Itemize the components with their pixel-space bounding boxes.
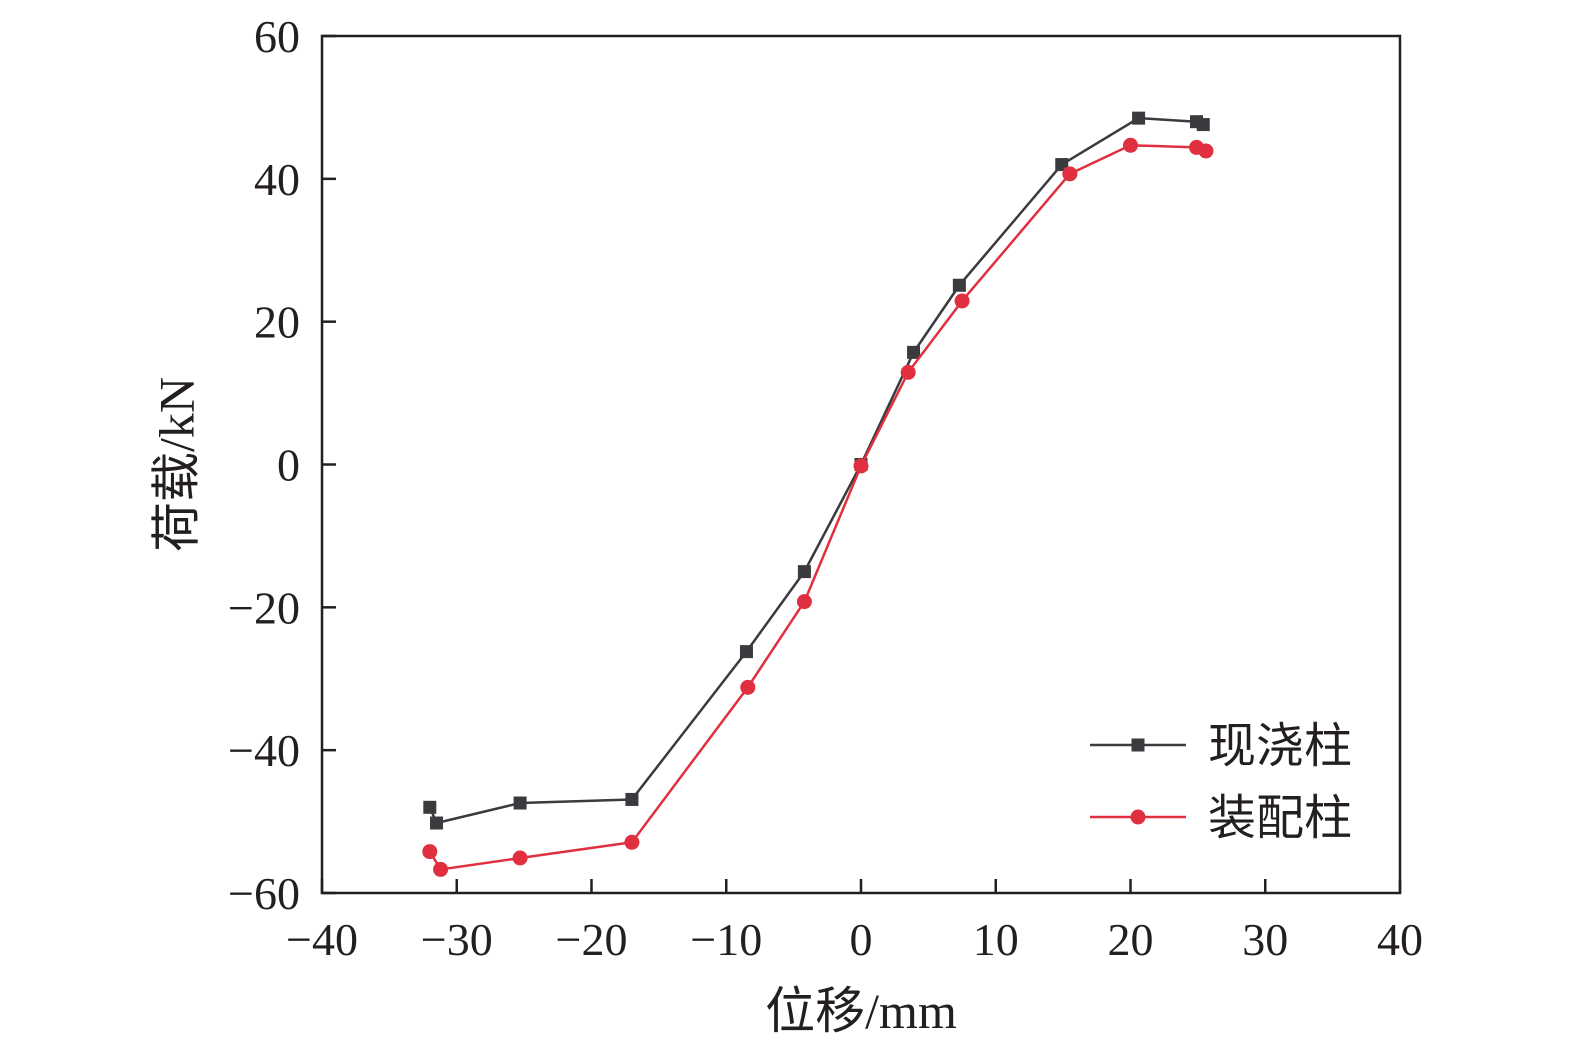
data-point-cast-in-place: [423, 800, 437, 814]
series-prefabricated: [422, 137, 1214, 877]
series-cast-in-place: [423, 111, 1210, 830]
x-tick-label: −40: [286, 914, 358, 965]
y-tick-label: 60: [254, 11, 300, 62]
legend-label: 现浇柱: [1208, 720, 1352, 773]
data-point-cast-in-place: [1055, 158, 1069, 172]
y-tick-label: −20: [228, 582, 300, 633]
series-line-prefabricated: [428, 144, 1207, 871]
data-point-cast-in-place: [430, 816, 444, 830]
x-tick-label: 40: [1377, 914, 1423, 965]
x-tick-label: 0: [850, 914, 873, 965]
data-point-cast-in-place: [907, 345, 921, 359]
x-tick-label: 10: [973, 914, 1019, 965]
series-layer: [422, 111, 1214, 877]
y-tick-label: 40: [254, 154, 300, 205]
data-point-prefabricated: [900, 364, 916, 380]
legend-label: 装配柱: [1208, 792, 1352, 845]
data-point-prefabricated: [853, 458, 869, 474]
data-point-prefabricated: [1123, 137, 1138, 153]
data-point-cast-in-place: [739, 645, 753, 659]
legend-swatch-marker: [1131, 738, 1145, 752]
data-point-prefabricated: [740, 679, 756, 695]
data-point-prefabricated: [796, 594, 812, 610]
x-axis-title: 位移/mm: [765, 983, 957, 1039]
x-tick-label: −20: [556, 914, 628, 965]
data-point-cast-in-place: [1196, 118, 1210, 132]
legend-item-prefabricated: 装配柱: [1090, 792, 1352, 845]
data-point-prefabricated: [954, 293, 970, 309]
x-tick-label: 30: [1242, 914, 1288, 965]
y-tick-label: −40: [228, 725, 300, 776]
y-tick-label: 20: [254, 297, 300, 348]
data-point-prefabricated: [1062, 166, 1078, 182]
data-point-cast-in-place: [513, 796, 527, 810]
data-point-prefabricated: [512, 850, 528, 866]
x-tick-label: −30: [421, 914, 493, 965]
data-point-cast-in-place: [625, 792, 639, 806]
data-point-prefabricated: [1198, 143, 1214, 159]
legend-swatch-marker: [1130, 809, 1146, 825]
data-point-cast-in-place: [1132, 111, 1146, 125]
data-point-prefabricated: [433, 861, 449, 877]
data-point-prefabricated: [624, 834, 640, 850]
y-tick-label: −60: [228, 868, 300, 919]
data-point-cast-in-place: [952, 278, 966, 292]
series-line-cast-in-place: [428, 116, 1204, 825]
data-point-prefabricated: [422, 844, 438, 860]
y-tick-label: 0: [277, 440, 300, 491]
x-tick-label: −10: [690, 914, 762, 965]
x-tick-label: 20: [1108, 914, 1154, 965]
legend-item-cast-in-place: 现浇柱: [1090, 720, 1352, 773]
y-axis-title: 荷载/kN: [148, 377, 204, 552]
data-point-cast-in-place: [797, 565, 811, 579]
